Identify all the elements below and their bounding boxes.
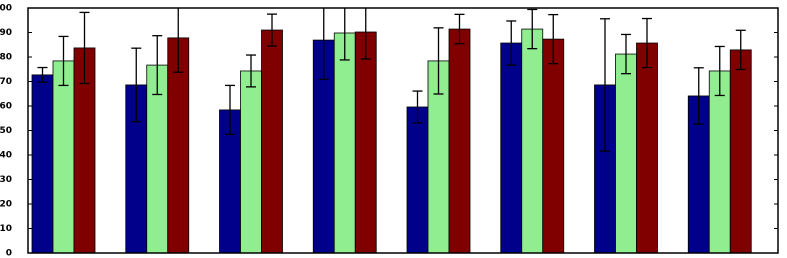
error-bar: [58, 35, 69, 87]
error-bar: [621, 33, 631, 75]
bar: [52, 60, 75, 253]
error-bar: [454, 13, 465, 45]
bar: [521, 28, 544, 253]
y-tick-label: 50: [0, 126, 12, 136]
y-tick-label: 80: [0, 53, 12, 63]
error-bar: [506, 20, 517, 66]
y-tick-label: 30: [0, 175, 12, 185]
y-tick-label: 100: [0, 4, 12, 14]
error-bar: [693, 67, 704, 125]
bar: [542, 38, 565, 253]
y-tick-label: 70: [0, 77, 12, 87]
error-bar: [79, 11, 90, 85]
bar: [261, 29, 283, 253]
error-bar: [714, 45, 725, 97]
y-tick-label: 0: [6, 249, 12, 258]
error-bar: [318, 8, 329, 80]
error-bar: [548, 13, 559, 65]
y-tick-label: 90: [0, 28, 12, 38]
bar: [448, 28, 471, 253]
error-bar: [360, 8, 371, 60]
plot-area: [31, 8, 752, 253]
error-bar: [246, 54, 256, 88]
bar: [708, 70, 731, 253]
bar: [31, 74, 54, 253]
error-bar: [131, 47, 142, 123]
error-bar: [412, 90, 423, 124]
y-tick-label: 20: [0, 200, 12, 210]
error-bar: [433, 27, 444, 95]
bar: [636, 42, 658, 253]
error-bar: [735, 29, 746, 71]
error-bar: [642, 17, 652, 69]
error-bar: [600, 18, 610, 152]
y-tick-label: 60: [0, 102, 12, 112]
y-tick-label: 10: [0, 224, 12, 234]
error-bar: [37, 66, 48, 83]
bar: [333, 32, 356, 253]
error-bar: [225, 84, 235, 136]
bar: [240, 70, 262, 253]
error-bar: [267, 13, 277, 47]
bar: [729, 49, 752, 253]
error-bar: [173, 8, 184, 73]
error-bar: [152, 35, 163, 96]
bar: [406, 106, 429, 253]
bar: [354, 31, 377, 253]
bar: [500, 42, 523, 253]
bar: [615, 53, 637, 253]
error-bar: [527, 8, 538, 50]
error-bar: [339, 8, 350, 61]
y-tick-label: 40: [0, 151, 12, 161]
